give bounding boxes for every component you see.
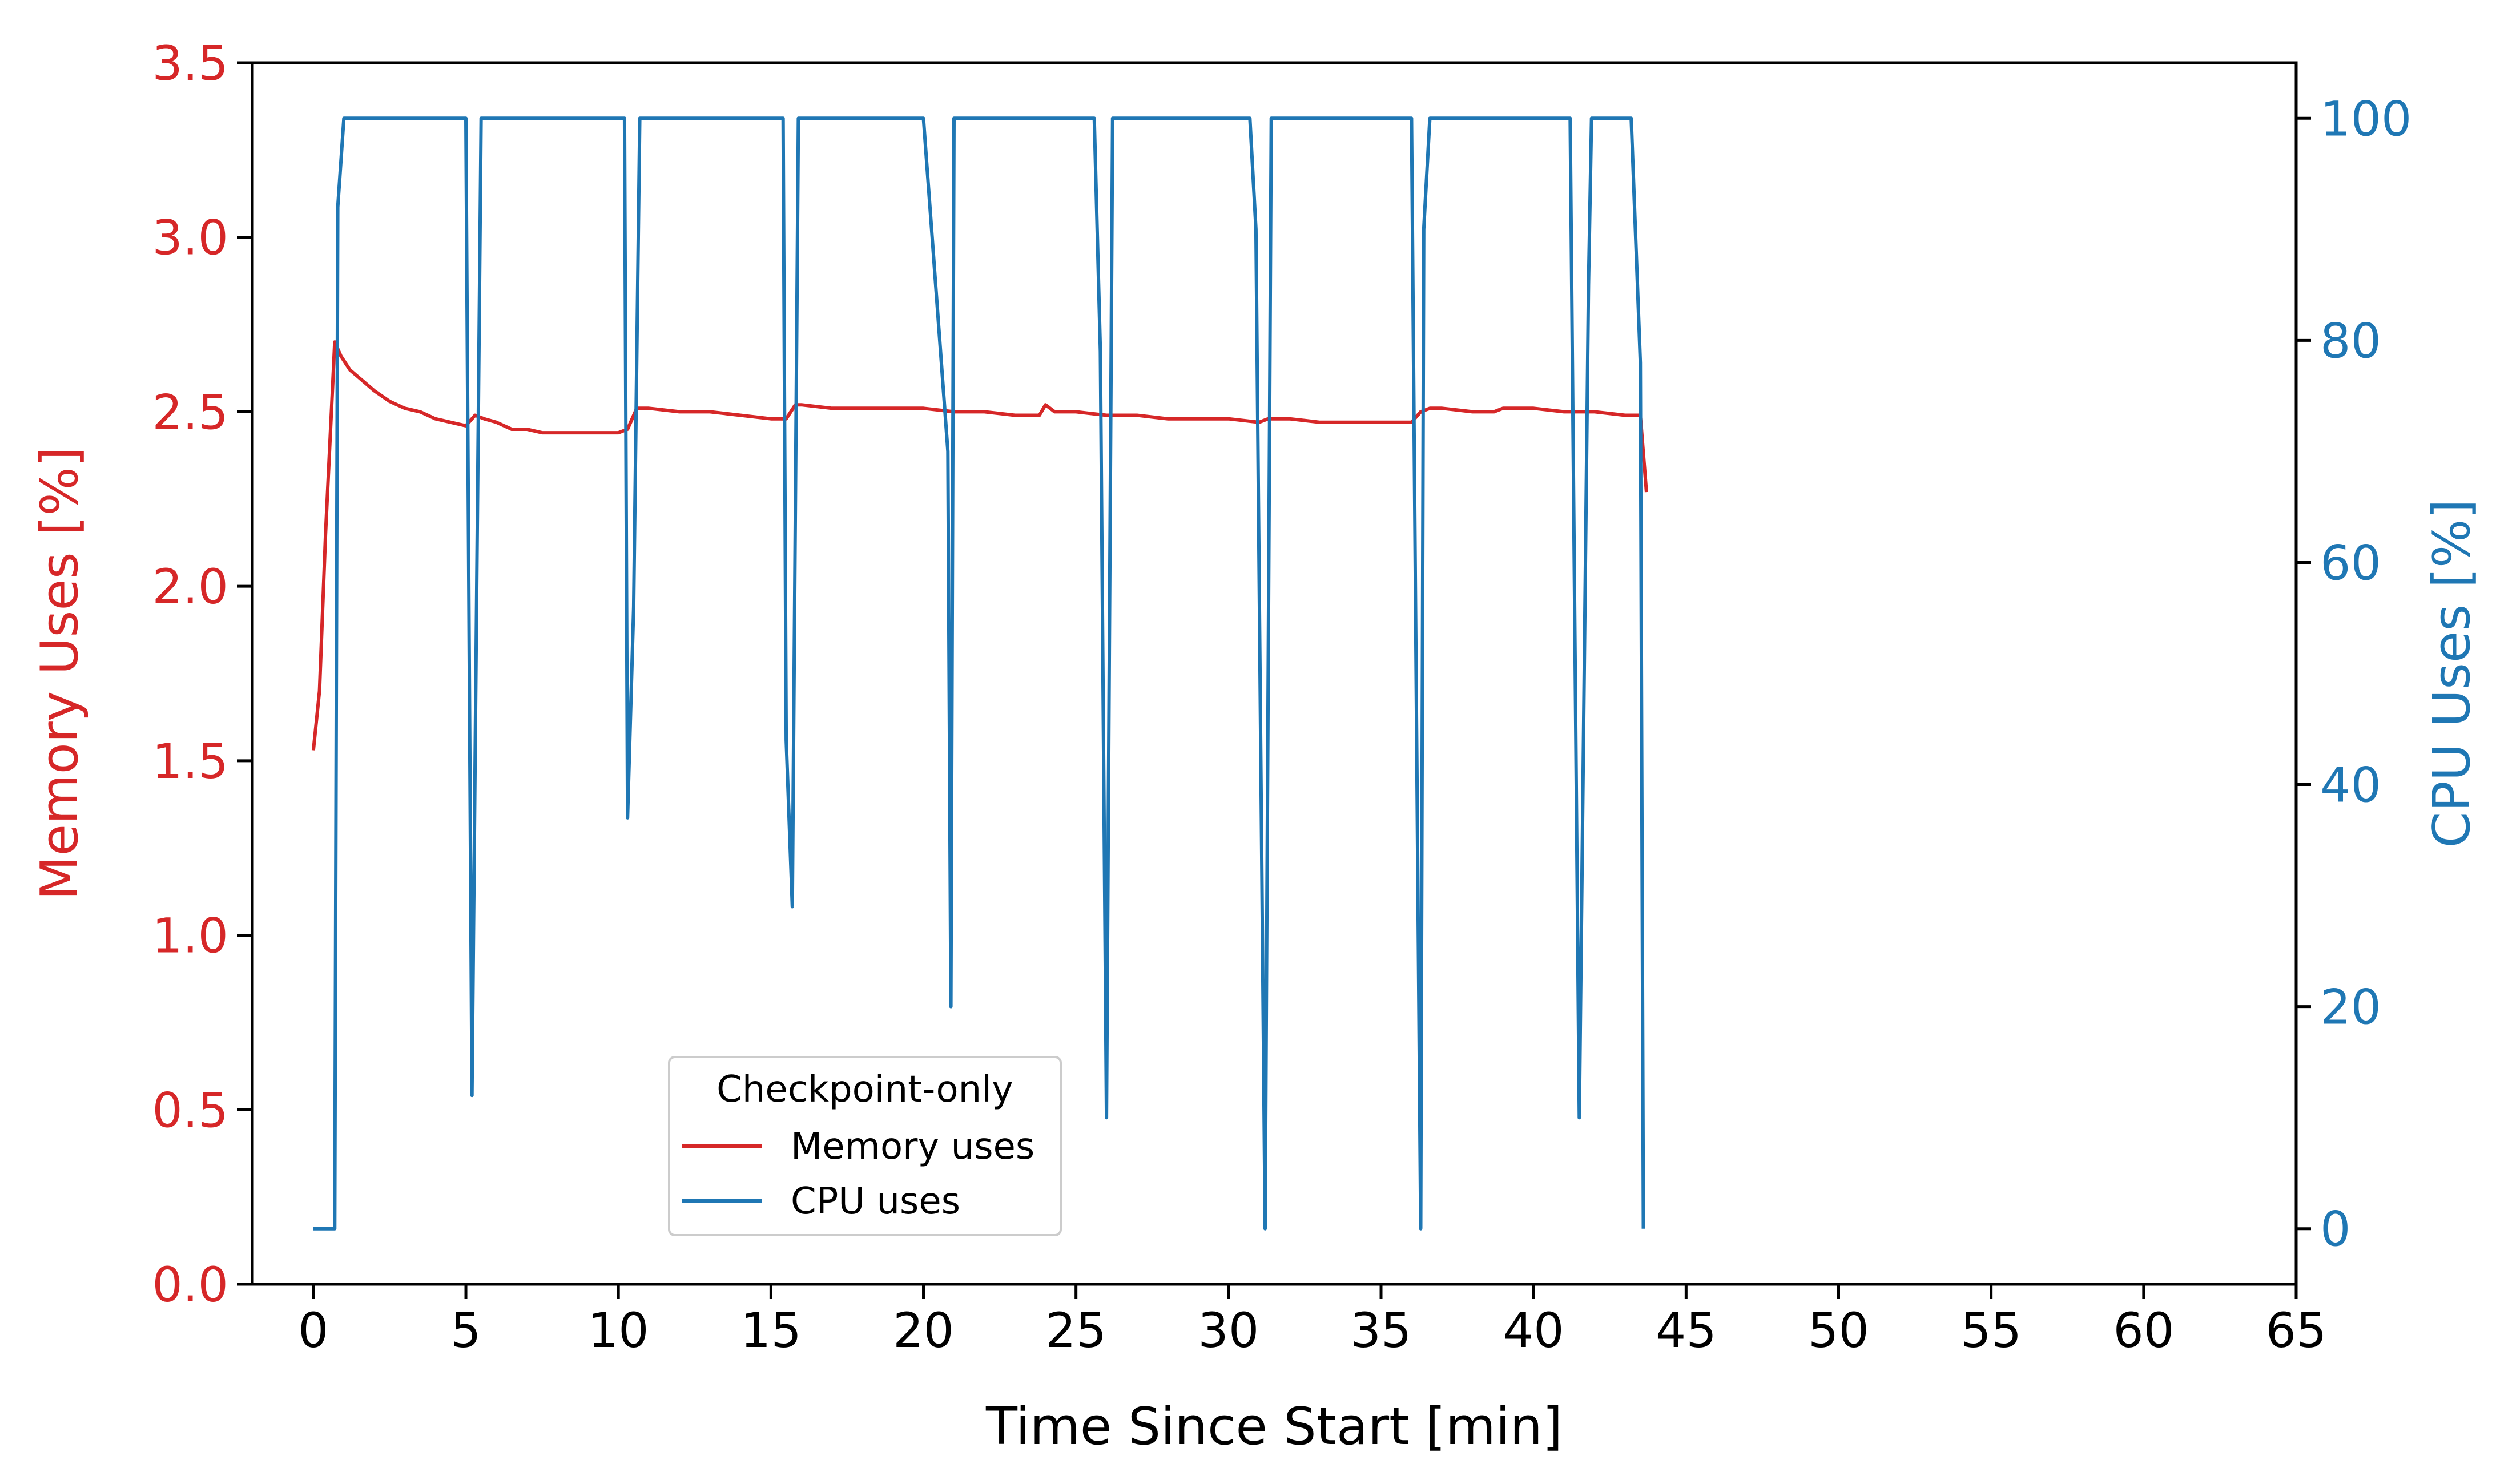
x-tick-label: 10 bbox=[588, 1302, 649, 1358]
left-y-tick-label: 0.5 bbox=[152, 1082, 228, 1138]
left-y-tick-label: 1.5 bbox=[152, 733, 228, 789]
right-y-tick-label: 60 bbox=[2320, 535, 2381, 591]
legend-label-cpu: CPU uses bbox=[791, 1180, 960, 1223]
legend: Checkpoint-only Memory uses CPU uses bbox=[668, 1056, 1062, 1236]
left-y-tick-label: 3.0 bbox=[152, 210, 228, 266]
x-tick-label: 20 bbox=[893, 1302, 954, 1358]
left-y-axis-title: Memory Uses [%] bbox=[30, 447, 90, 900]
x-axis: 0 5 10 15 20 25 30 35 40 45 50 55 60 65 bbox=[298, 1284, 2326, 1358]
right-y-tick-label: 100 bbox=[2320, 91, 2412, 147]
left-y-tick-label: 3.5 bbox=[152, 35, 228, 91]
x-tick-label: 40 bbox=[1503, 1302, 1564, 1358]
right-y-tick-label: 20 bbox=[2320, 979, 2381, 1035]
right-y-axis-title: CPU Uses [%] bbox=[2422, 499, 2482, 848]
x-tick-label: 30 bbox=[1198, 1302, 1259, 1358]
legend-box bbox=[668, 1056, 1062, 1236]
cpu-uses-line bbox=[313, 116, 1645, 1231]
left-y-axis: 0.0 0.5 1.0 1.5 2.0 2.5 3.0 3.5 bbox=[152, 35, 252, 1313]
x-tick-label: 55 bbox=[1961, 1302, 2022, 1358]
right-y-tick-label: 80 bbox=[2320, 313, 2381, 369]
right-y-tick-label: 0 bbox=[2320, 1201, 2350, 1257]
x-tick-label: 5 bbox=[450, 1302, 481, 1358]
plot-marks bbox=[311, 116, 1648, 1231]
x-tick-label: 0 bbox=[298, 1302, 328, 1358]
x-tick-label: 60 bbox=[2113, 1302, 2174, 1358]
left-y-tick-label: 2.5 bbox=[152, 384, 228, 440]
x-tick-label: 35 bbox=[1351, 1302, 1412, 1358]
left-y-tick-label: 2.0 bbox=[152, 559, 228, 615]
legend-title: Checkpoint-only bbox=[716, 1068, 1013, 1111]
memory-uses-line bbox=[311, 340, 1648, 751]
x-tick-label: 25 bbox=[1045, 1302, 1106, 1358]
legend-label-memory: Memory uses bbox=[791, 1126, 1034, 1168]
plot-frame bbox=[251, 61, 2298, 1286]
left-y-tick-label: 0.0 bbox=[152, 1257, 228, 1313]
x-tick-label: 45 bbox=[1656, 1302, 1717, 1358]
x-axis-title: Time Since Start [min] bbox=[985, 1397, 1563, 1457]
right-y-tick-label: 40 bbox=[2320, 757, 2381, 813]
left-y-tick-label: 1.0 bbox=[152, 908, 228, 964]
x-tick-label: 50 bbox=[1808, 1302, 1869, 1358]
x-tick-label: 15 bbox=[740, 1302, 802, 1358]
right-y-axis: 0 20 40 60 80 100 bbox=[2296, 91, 2412, 1257]
x-tick-label: 65 bbox=[2266, 1302, 2327, 1358]
